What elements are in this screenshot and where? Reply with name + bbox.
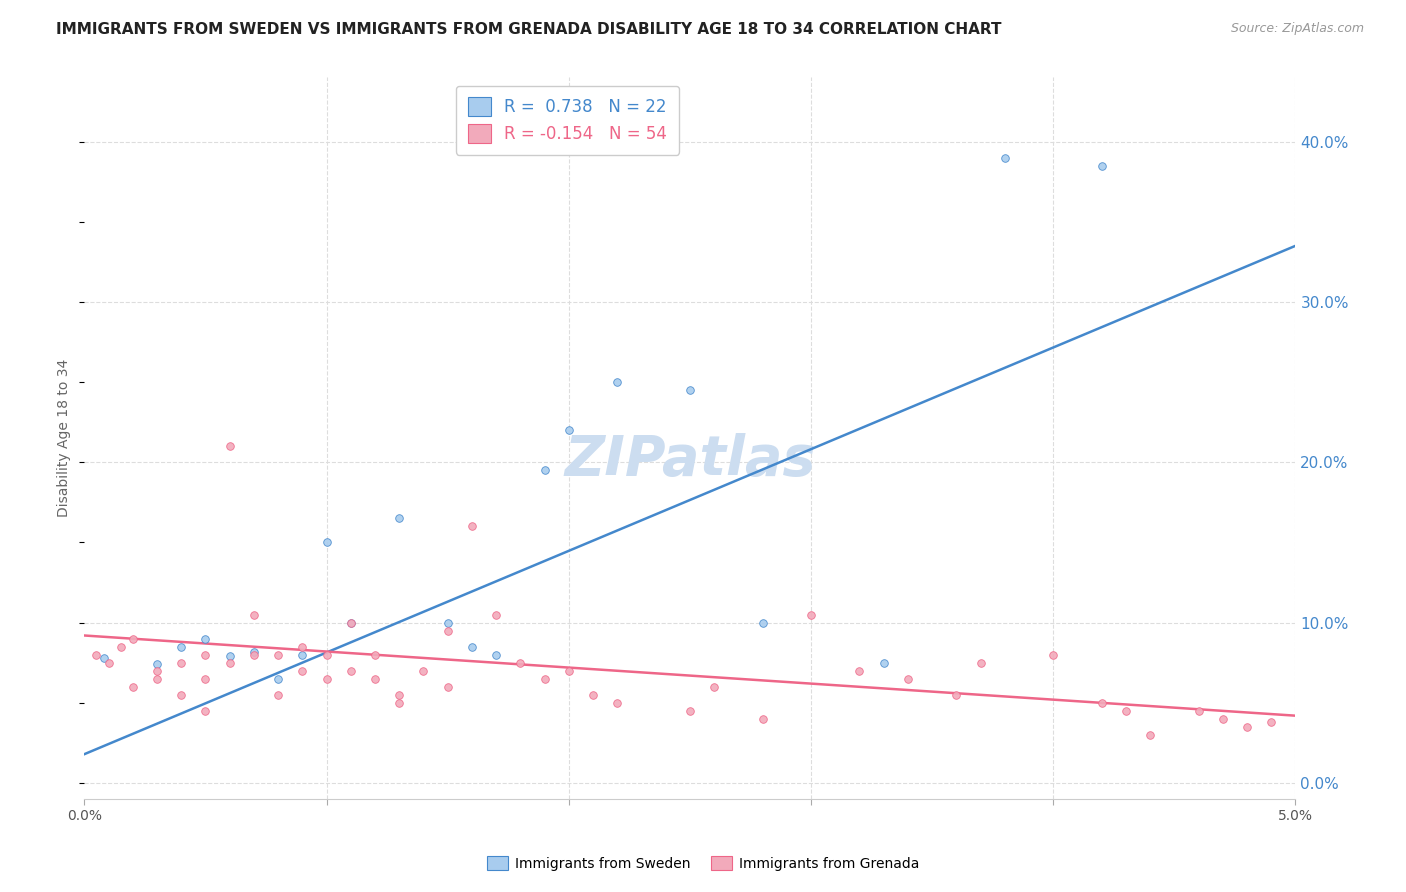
Point (218, 656, 240, 670)
Point (388, 688, 411, 702)
Point (194, 632, 217, 646)
Point (436, 624, 458, 638)
Point (1091, 159, 1114, 173)
Point (558, 423, 581, 437)
Point (533, 672, 555, 686)
Point (994, 151, 1017, 165)
Point (582, 688, 605, 702)
Point (243, 648, 266, 662)
Point (340, 664, 363, 678)
Point (267, 688, 290, 702)
Point (93, 651, 115, 665)
Point (194, 672, 217, 686)
Point (364, 672, 387, 686)
Point (485, 648, 508, 662)
Point (291, 648, 314, 662)
Point (751, 615, 773, 630)
Point (146, 672, 169, 686)
Point (1115, 704, 1137, 718)
Point (170, 688, 193, 702)
Point (86, 648, 108, 662)
Point (461, 519, 484, 533)
Point (436, 615, 458, 630)
Point (315, 648, 337, 662)
Point (606, 375, 628, 389)
Point (509, 656, 531, 670)
Point (388, 696, 411, 710)
Point (218, 649, 240, 664)
Point (146, 657, 169, 672)
Point (969, 656, 991, 670)
Text: Source: ZipAtlas.com: Source: ZipAtlas.com (1230, 22, 1364, 36)
Point (243, 607, 266, 622)
Point (461, 640, 484, 654)
Point (146, 664, 169, 678)
Point (315, 672, 337, 686)
Point (1260, 715, 1282, 730)
Point (485, 607, 508, 622)
Point (291, 664, 314, 678)
Point (364, 648, 387, 662)
Point (751, 712, 773, 726)
Point (1139, 728, 1161, 742)
Point (412, 664, 434, 678)
Point (267, 672, 290, 686)
Point (267, 648, 290, 662)
Point (873, 656, 896, 670)
Point (1212, 712, 1234, 726)
Point (848, 664, 870, 678)
Point (800, 607, 823, 622)
Point (1042, 648, 1064, 662)
Point (97, 656, 120, 670)
Point (606, 696, 628, 710)
Y-axis label: Disability Age 18 to 34: Disability Age 18 to 34 (58, 359, 72, 517)
Point (897, 672, 920, 686)
Point (194, 648, 217, 662)
Point (1236, 720, 1258, 734)
Point (1091, 696, 1114, 710)
Point (121, 680, 143, 694)
Point (121, 632, 143, 646)
Point (945, 688, 967, 702)
Text: IMMIGRANTS FROM SWEDEN VS IMMIGRANTS FROM GRENADA DISABILITY AGE 18 TO 34 CORREL: IMMIGRANTS FROM SWEDEN VS IMMIGRANTS FRO… (56, 22, 1001, 37)
Point (436, 680, 458, 694)
Point (1187, 704, 1209, 718)
Point (340, 615, 363, 630)
Point (558, 664, 581, 678)
Point (679, 704, 702, 718)
Point (340, 615, 363, 630)
Point (218, 439, 240, 453)
Point (533, 463, 555, 477)
Point (388, 511, 411, 525)
Point (170, 640, 193, 654)
Text: ZIPatlas: ZIPatlas (564, 433, 815, 487)
Point (170, 656, 193, 670)
Legend: Immigrants from Sweden, Immigrants from Grenada: Immigrants from Sweden, Immigrants from … (481, 850, 925, 876)
Legend: R =  0.738   N = 22, R = -0.154   N = 54: R = 0.738 N = 22, R = -0.154 N = 54 (456, 86, 679, 155)
Point (194, 704, 217, 718)
Point (315, 535, 337, 549)
Point (243, 644, 266, 658)
Point (679, 383, 702, 397)
Point (703, 680, 725, 694)
Point (110, 640, 132, 654)
Point (291, 640, 314, 654)
